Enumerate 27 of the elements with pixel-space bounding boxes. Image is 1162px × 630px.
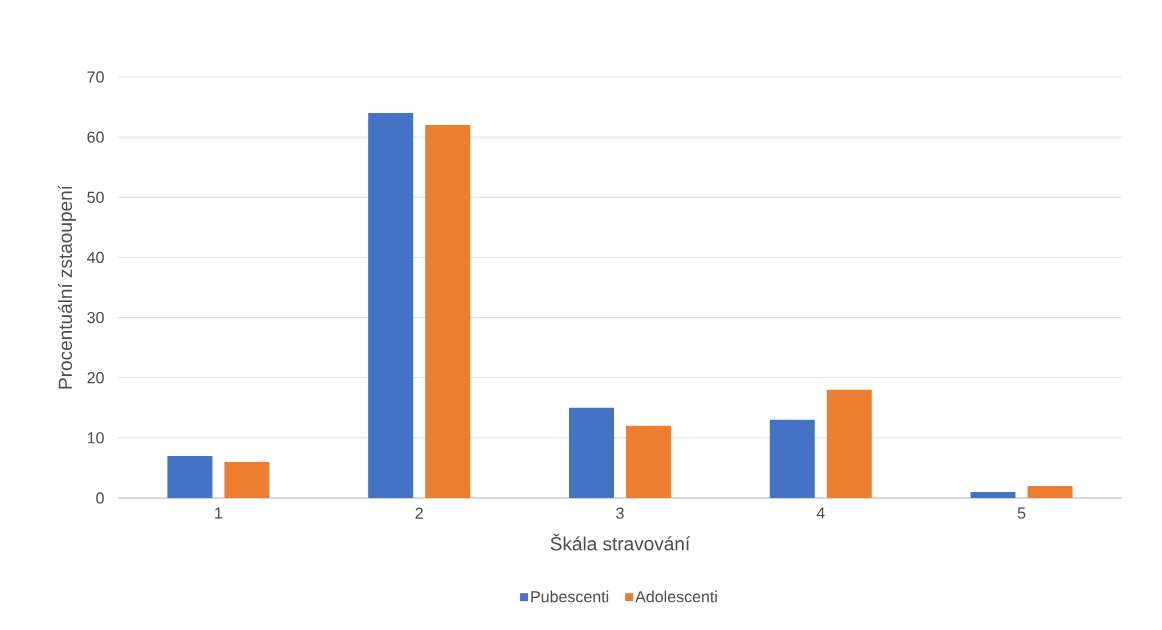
bar — [425, 125, 471, 498]
bar — [625, 425, 671, 498]
bar — [224, 461, 270, 498]
bar — [826, 389, 872, 498]
legend-label: Pubescenti — [531, 590, 609, 603]
y-tick-label: 40 — [87, 251, 104, 264]
y-tick-label: 30 — [87, 311, 104, 324]
y-tick-label: 60 — [87, 131, 104, 143]
bar — [1027, 485, 1073, 498]
legend-label: Adolescenti — [635, 590, 717, 603]
bar — [568, 407, 614, 498]
y-tick-label: 20 — [87, 372, 104, 384]
x-tick-label: 2 — [415, 507, 423, 519]
bar — [368, 113, 414, 498]
x-tick-label: 1 — [215, 507, 223, 519]
bar — [970, 491, 1016, 498]
y-tick-label: 10 — [87, 432, 104, 444]
x-tick-label: 3 — [616, 507, 624, 519]
y-axis-title: Procentuální zstaoupení — [57, 185, 76, 389]
x-tick-label: 4 — [816, 507, 825, 519]
x-axis-title: Škála stravování — [550, 533, 691, 551]
y-tick-label: 70 — [87, 71, 104, 83]
x-tick-label: 5 — [1017, 507, 1026, 519]
y-tick-label: 0 — [96, 492, 104, 504]
bar — [769, 419, 815, 498]
y-tick-label: 50 — [87, 191, 104, 203]
bar — [167, 455, 213, 498]
